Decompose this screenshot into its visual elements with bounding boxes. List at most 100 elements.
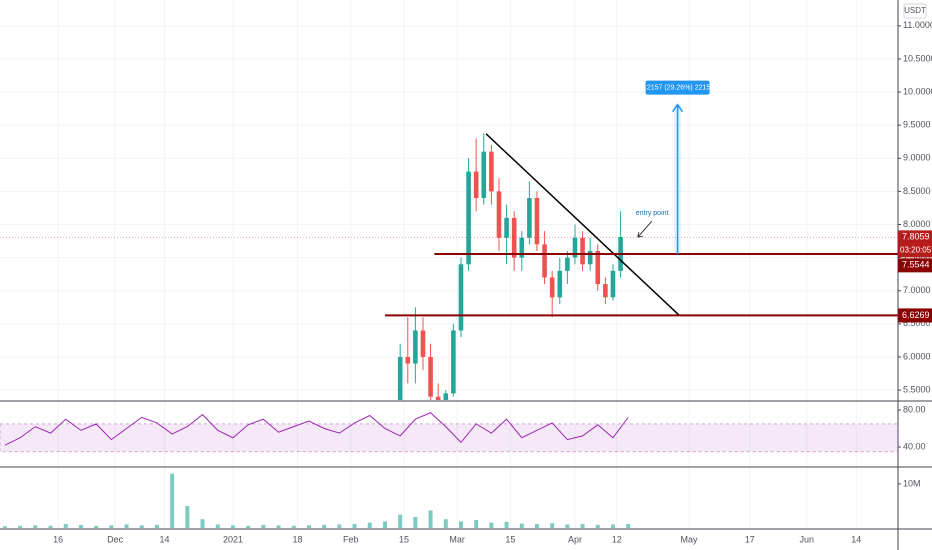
volume-bar [474,520,479,528]
y-tick-label: 10M [903,478,921,488]
candle-body [435,396,441,400]
x-tick-label: Feb [343,534,359,544]
x-tick-label: Dec [107,534,124,544]
y-tick-label: 11.0000 [903,20,932,30]
x-tick-label: 15 [399,534,409,544]
note-text: entry point [636,210,669,217]
y-tick-label: 8.0000 [903,219,931,229]
candle-body [542,244,547,278]
volume-bar [322,524,327,528]
volume-bar [48,525,53,528]
y-tick-label: 5.5000 [903,384,931,394]
y-tick-label: 7.0000 [903,285,931,295]
projection-label-box [645,80,710,95]
y-tick-label: 10.0000 [903,86,932,96]
volume-bar [230,525,235,528]
volume-bar [276,525,281,528]
candle-body [534,198,540,245]
x-tick-label: May [680,534,698,544]
candle-body [580,237,585,265]
candle-body [527,198,532,238]
candle-body [397,356,403,400]
candle-body [603,284,608,298]
volume-bar [139,525,144,528]
volume-bar [504,521,509,528]
volume-bar [626,524,631,528]
x-tick-label: 2021 [223,534,243,544]
volume-bar [398,514,403,528]
volume-bar [246,525,251,528]
candle-body [587,250,593,265]
candle-body [504,217,509,238]
volume-bar [185,505,190,528]
candle-body [473,171,479,199]
volume-bar [580,524,585,528]
volume-bar [519,523,524,528]
candle-body [557,270,563,298]
candle-body [511,217,517,258]
volume-bar [489,522,494,528]
candle-body [496,191,502,238]
volume-bar [109,525,114,528]
x-tick-label: 14 [160,534,170,544]
volume-bar [550,523,555,528]
volume-bar [428,510,433,528]
candle-body [489,151,494,192]
y-tick-label: 9.0000 [903,153,931,163]
candle-body [420,330,426,357]
volume-bar [458,521,463,528]
volume-bar [78,524,83,528]
trendline [485,133,680,316]
y-tick-label: 9.5000 [903,120,931,130]
candle-body [519,237,525,258]
projection-label: 2.2157 (29.26%) 22157 [641,84,714,91]
volume-bar [33,525,38,528]
last-price-label: 7.8059 [902,232,930,242]
candle-body [565,257,570,271]
last-price-box [898,230,932,258]
y-tick-label: 80.00 [903,404,926,414]
y-tick-label: 8.5000 [903,186,931,196]
volume-bar [413,516,418,528]
rsi-line [4,412,629,446]
x-tick-label: 12 [612,534,622,544]
price-label-box [898,308,932,323]
y-tick-label: 40.00 [903,441,926,451]
volume-bar [610,524,615,528]
price-label-box [898,258,932,273]
currency: USDT [904,6,926,15]
candle-body [572,237,578,258]
countdown-label: 03:20:05 [900,245,932,254]
volume-bar [63,524,68,528]
volume-bar [595,524,600,528]
candle-body [610,270,616,298]
price-label: 6.6269 [902,310,930,320]
volume-bar [170,473,175,528]
volume-bar [291,525,296,528]
y-tick-label: 6.5000 [903,318,931,328]
candle-body [405,356,411,364]
volume-bar [565,524,570,528]
note-arrow [637,220,653,238]
candle-body [413,330,418,364]
y-tick-label: 10.5000 [903,53,932,63]
volume-bar [200,519,205,528]
candle-body [549,277,555,298]
candle-body [451,330,456,394]
volume-bar [534,524,539,528]
currency-box [903,3,927,19]
grid [0,0,898,529]
projection-arrow [671,103,684,113]
price-label: 7.5544 [902,260,930,270]
x-tick-label: Jun [800,534,815,544]
candle-body [481,151,487,199]
candle-body [458,264,464,331]
volume-bar [352,524,357,528]
y-tick-label: 6.0000 [903,351,931,361]
volume-bar [443,519,448,528]
volume-bar [215,524,220,528]
candle-body [466,171,471,265]
x-tick-label: Apr [568,534,582,544]
x-tick-label: 18 [293,534,303,544]
